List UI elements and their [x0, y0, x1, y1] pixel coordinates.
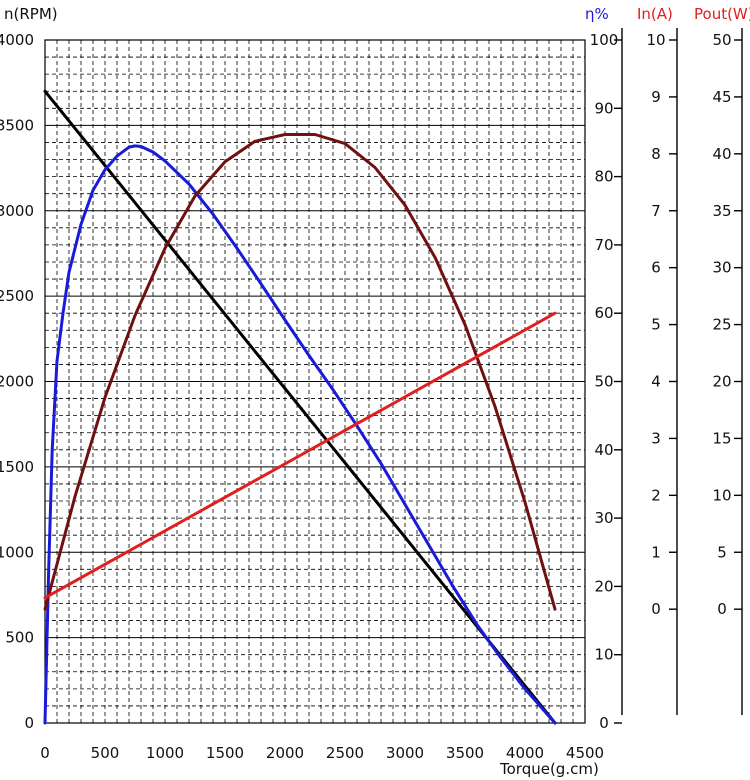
current-tick-label: 3 [651, 429, 661, 447]
torque-tick-label: 3500 [446, 744, 484, 762]
power-tick-label: 5 [717, 543, 727, 561]
current-tick-label: 2 [651, 486, 661, 504]
current-tick-label: 1 [651, 543, 661, 561]
current-tick-label: 6 [651, 259, 661, 277]
torque-tick-label: 1000 [146, 744, 184, 762]
series-lines [43, 89, 557, 725]
efficiency-tick-label: 80 [594, 168, 613, 186]
speed-tick-label: 1500 [0, 458, 34, 476]
current-tick-label: 8 [651, 145, 661, 163]
efficiency-tick-label: 70 [594, 236, 613, 254]
torque-tick-labels: 0 500 1000 1500 2000 2500 3000 3500 4000 4500 [40, 744, 604, 762]
power-tick-label: 10 [712, 486, 731, 504]
power-tick-label: 0 [717, 600, 727, 618]
power-tick-label: 45 [712, 88, 731, 106]
efficiency-tick-label: 60 [594, 304, 613, 322]
power-tick-label: 40 [712, 145, 731, 163]
efficiency-tick-label: 100 [590, 31, 619, 49]
speed-tick-label: 500 [5, 629, 34, 647]
efficiency-tick-label: 30 [594, 509, 613, 527]
speed-series-line [43, 89, 557, 725]
current-tick-label: 7 [651, 202, 661, 220]
speed-tick-label: 1000 [0, 543, 34, 561]
power-tick-label: 20 [712, 373, 731, 391]
power-axis-title: Pout(W) [694, 5, 750, 23]
current-tick-label: 0 [651, 600, 661, 618]
efficiency-tick-label: 10 [594, 646, 613, 664]
torque-tick-label: 3000 [386, 744, 424, 762]
efficiency-tick-label: 0 [599, 714, 609, 732]
right-axes: 0102030405060708090100012345678910051015… [590, 28, 743, 732]
speed-tick-label: 3500 [0, 116, 34, 134]
speed-tick-label: 3000 [0, 202, 34, 220]
power-tick-label: 25 [712, 316, 731, 334]
current-axis-title: In(A) [637, 5, 673, 23]
x-axis-title: Torque(g.cm) [499, 760, 599, 778]
efficiency-series-line [43, 144, 557, 725]
torque-tick-label: 500 [91, 744, 120, 762]
speed-tick-labels: 0 500 1000 1500 2000 2500 3000 3500 4000 [0, 31, 34, 732]
speed-tick-label: 0 [24, 714, 34, 732]
speed-tick-label: 4000 [0, 31, 34, 49]
current-tick-label: 4 [651, 373, 661, 391]
efficiency-tick-label: 90 [594, 99, 613, 117]
plot-grid [45, 40, 585, 723]
power-series-line [43, 133, 557, 611]
torque-tick-label: 2500 [326, 744, 364, 762]
current-series-line [43, 311, 557, 600]
speed-tick-label: 2000 [0, 373, 34, 391]
power-tick-label: 35 [712, 202, 731, 220]
power-tick-label: 30 [712, 259, 731, 277]
torque-tick-label: 0 [40, 744, 50, 762]
speed-tick-label: 2500 [0, 287, 34, 305]
torque-tick-label: 2000 [266, 744, 304, 762]
plot-frame [44, 39, 586, 724]
efficiency-tick-label: 40 [594, 441, 613, 459]
efficiency-tick-label: 20 [594, 577, 613, 595]
current-tick-label: 5 [651, 316, 661, 334]
efficiency-axis-title: η% [585, 5, 609, 23]
current-tick-label: 10 [646, 31, 665, 49]
speed-axis-title: n(RPM) [4, 5, 58, 23]
efficiency-tick-label: 50 [594, 373, 613, 391]
torque-tick-label: 1500 [206, 744, 244, 762]
torque-tick-label: 4500 [566, 744, 604, 762]
torque-tick-label: 4000 [506, 744, 544, 762]
power-tick-label: 15 [712, 429, 731, 447]
power-tick-label: 50 [712, 31, 731, 49]
current-tick-label: 9 [651, 88, 661, 106]
